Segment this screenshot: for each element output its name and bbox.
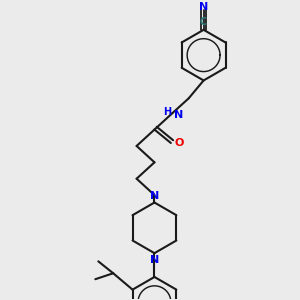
Text: H: H: [163, 107, 171, 117]
Text: C: C: [200, 17, 207, 27]
Text: O: O: [174, 138, 184, 148]
Text: N: N: [150, 255, 159, 265]
Text: N: N: [199, 2, 208, 12]
Text: N: N: [150, 191, 159, 201]
Text: N: N: [174, 110, 183, 120]
